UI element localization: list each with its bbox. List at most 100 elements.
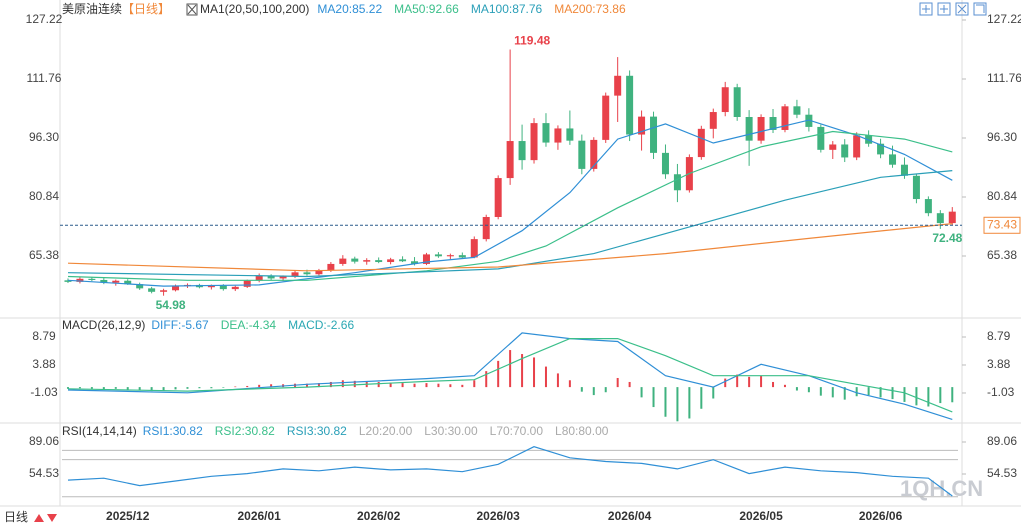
candle-body — [554, 128, 562, 143]
legend-label: L30:30.00 — [424, 424, 478, 438]
y-tick-label: 54.53 — [29, 466, 59, 480]
y-tick-label: 111.76 — [987, 71, 1021, 85]
candle-body — [590, 139, 598, 169]
macd-bar — [270, 384, 273, 388]
macd-bar — [509, 350, 512, 388]
macd-bar — [772, 381, 775, 388]
candle-body — [351, 258, 359, 262]
last-price-label: 73.43 — [987, 217, 1017, 231]
tool-button[interactable] — [919, 2, 933, 16]
legend-label: RSI2:30.82 — [215, 424, 275, 438]
candle-body — [757, 116, 765, 141]
macd-bar — [449, 384, 452, 388]
panel-title: MACD(26,12,9) — [62, 318, 145, 332]
macd-bar — [855, 387, 858, 397]
candle-body — [673, 174, 681, 191]
macd-bar — [377, 381, 380, 388]
x-tick-label: 2026/06 — [859, 509, 903, 523]
macd-bar — [210, 387, 213, 389]
candle-body — [411, 261, 419, 264]
macd-bar — [592, 387, 595, 396]
candle-body — [112, 280, 120, 283]
tool-button[interactable] — [937, 2, 951, 16]
macd-bar — [329, 381, 332, 388]
legend-label: RSI3:30.82 — [287, 424, 347, 438]
icon[interactable] — [47, 514, 57, 522]
candle-body — [518, 141, 526, 161]
indicator-line — [67, 130, 953, 281]
last-price-box — [983, 216, 1021, 234]
macd-bar — [819, 387, 822, 396]
indicator-line — [67, 332, 953, 420]
tool-button[interactable] — [955, 2, 969, 16]
candle-body — [434, 254, 442, 257]
macd-bar — [473, 380, 476, 388]
candle-body — [327, 263, 335, 271]
icon[interactable] — [34, 514, 44, 522]
macd-bar — [198, 387, 201, 389]
panel-title: RSI(14,14,14) — [62, 424, 137, 438]
macd-bar — [843, 387, 846, 400]
icon — [187, 4, 197, 15]
macd-bar — [652, 387, 655, 408]
macd-bar — [915, 387, 918, 406]
candle-body — [889, 154, 897, 165]
candle-body — [243, 280, 251, 287]
macd-bar — [341, 380, 344, 388]
icon[interactable] — [186, 3, 198, 16]
data-label: 72.48 — [932, 231, 962, 245]
macd-bar — [628, 381, 631, 388]
candle-body — [494, 178, 502, 217]
x-tick-label: 2026/04 — [608, 509, 652, 523]
legend-label: MA100:87.76 — [471, 2, 543, 16]
macd-bar — [222, 387, 225, 388]
y-tick-label: 8.79 — [32, 329, 56, 343]
y-tick-label: 3.88 — [987, 357, 1011, 371]
macd-bar — [580, 387, 583, 392]
y-tick-label: 89.06 — [29, 434, 59, 448]
y-tick-label: 3.88 — [32, 357, 56, 371]
macd-bar — [162, 387, 165, 391]
candle-body — [470, 239, 478, 258]
macd-bar — [413, 383, 416, 388]
indicator-line — [67, 119, 953, 287]
candle-body — [733, 87, 741, 117]
candle-body — [841, 144, 849, 158]
candle-body — [136, 284, 144, 289]
candle-body — [542, 123, 550, 143]
legend-label: RSI1:30.82 — [143, 424, 203, 438]
macd-bar — [461, 384, 464, 388]
macd-bar — [78, 387, 81, 389]
icon — [922, 4, 985, 14]
macd-bar — [640, 387, 643, 398]
indicator: MA1(20,50,100,200) — [200, 2, 309, 16]
y-tick-label: 8.79 — [987, 329, 1011, 343]
candle-body — [291, 272, 299, 277]
candle-body — [650, 116, 658, 153]
y-tick-label: 127.22 — [26, 12, 63, 26]
period: 【日线】 — [122, 2, 170, 16]
candle-body — [602, 95, 610, 140]
macd-bar — [246, 385, 249, 388]
tool-button[interactable] — [973, 2, 987, 16]
candle-body — [697, 128, 705, 158]
macd-bar — [533, 357, 536, 388]
candle-body — [638, 116, 646, 135]
y-tick-label: 80.84 — [987, 189, 1017, 203]
macd-bar — [724, 378, 727, 388]
macd-bar — [437, 383, 440, 388]
legend-label: L20:20.00 — [359, 424, 413, 438]
candle-body — [255, 275, 263, 281]
data-label: 54.98 — [156, 298, 186, 312]
macd-bar — [939, 387, 942, 404]
candle-body — [482, 216, 490, 240]
candle-body — [160, 290, 168, 292]
candle-body — [303, 272, 311, 275]
macd-bar — [927, 387, 930, 407]
candle-body — [745, 116, 753, 141]
candle-body — [709, 112, 717, 129]
macd-bar — [807, 387, 810, 393]
candle-body — [805, 114, 813, 127]
candle-body — [769, 116, 777, 130]
